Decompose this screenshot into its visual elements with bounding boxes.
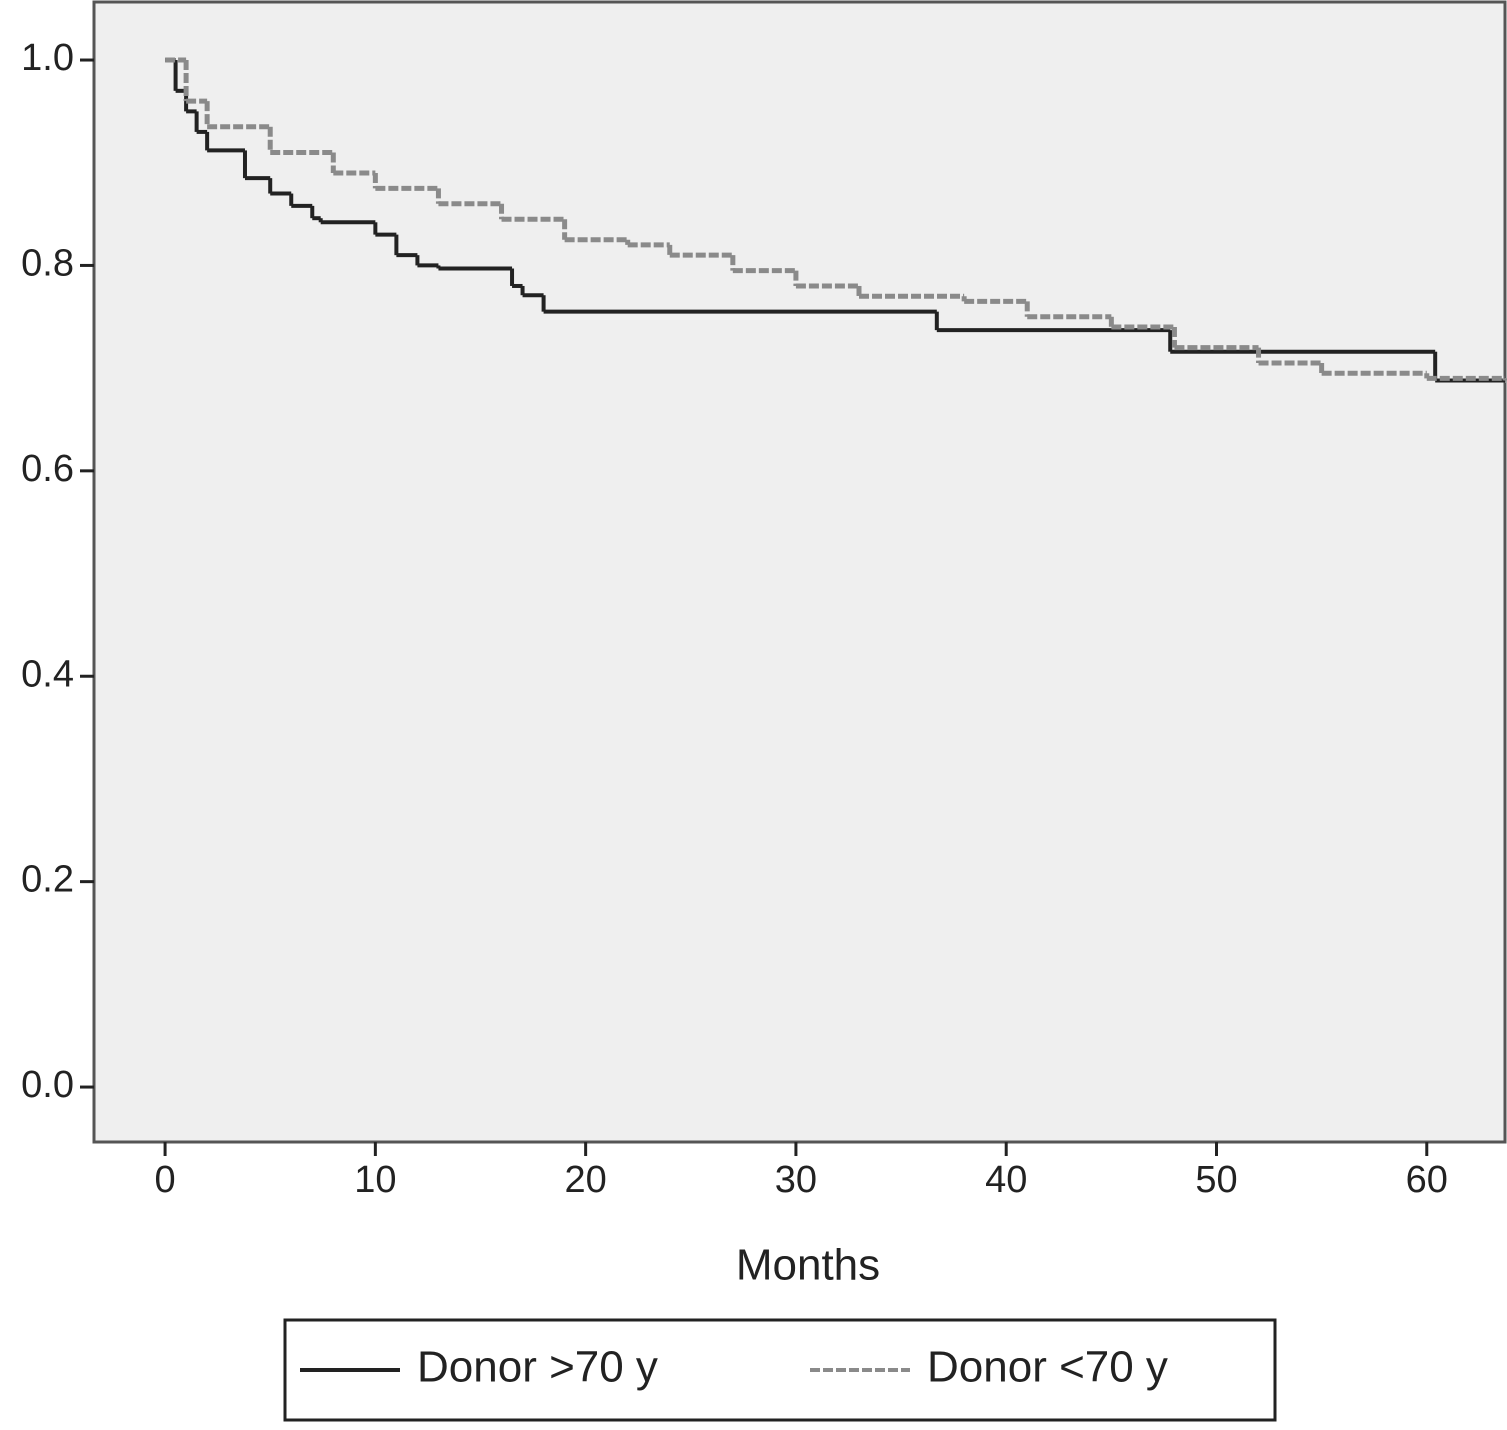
legend-label: Donor >70 y <box>417 1343 658 1392</box>
y-tick-label: 0.8 <box>21 242 74 284</box>
legend-label: Donor <70 y <box>927 1343 1168 1392</box>
x-tick-label: 30 <box>775 1159 817 1201</box>
y-tick-label: 0.4 <box>21 653 74 695</box>
x-tick-label: 10 <box>354 1159 396 1201</box>
y-tick-label: 0.2 <box>21 859 74 901</box>
y-tick-label: 0.6 <box>21 448 74 490</box>
y-tick-label: 1.0 <box>21 37 74 79</box>
x-tick-label: 40 <box>985 1159 1027 1201</box>
y-tick-label: 0.0 <box>21 1064 74 1106</box>
x-tick-label: 50 <box>1195 1159 1237 1201</box>
x-tick-label: 60 <box>1406 1159 1448 1201</box>
legend <box>283 1318 1277 1422</box>
x-tick-label: 20 <box>565 1159 607 1201</box>
x-axis-label: Months <box>736 1241 880 1290</box>
plot-area <box>92 0 1507 1144</box>
x-tick-label: 0 <box>155 1159 176 1201</box>
